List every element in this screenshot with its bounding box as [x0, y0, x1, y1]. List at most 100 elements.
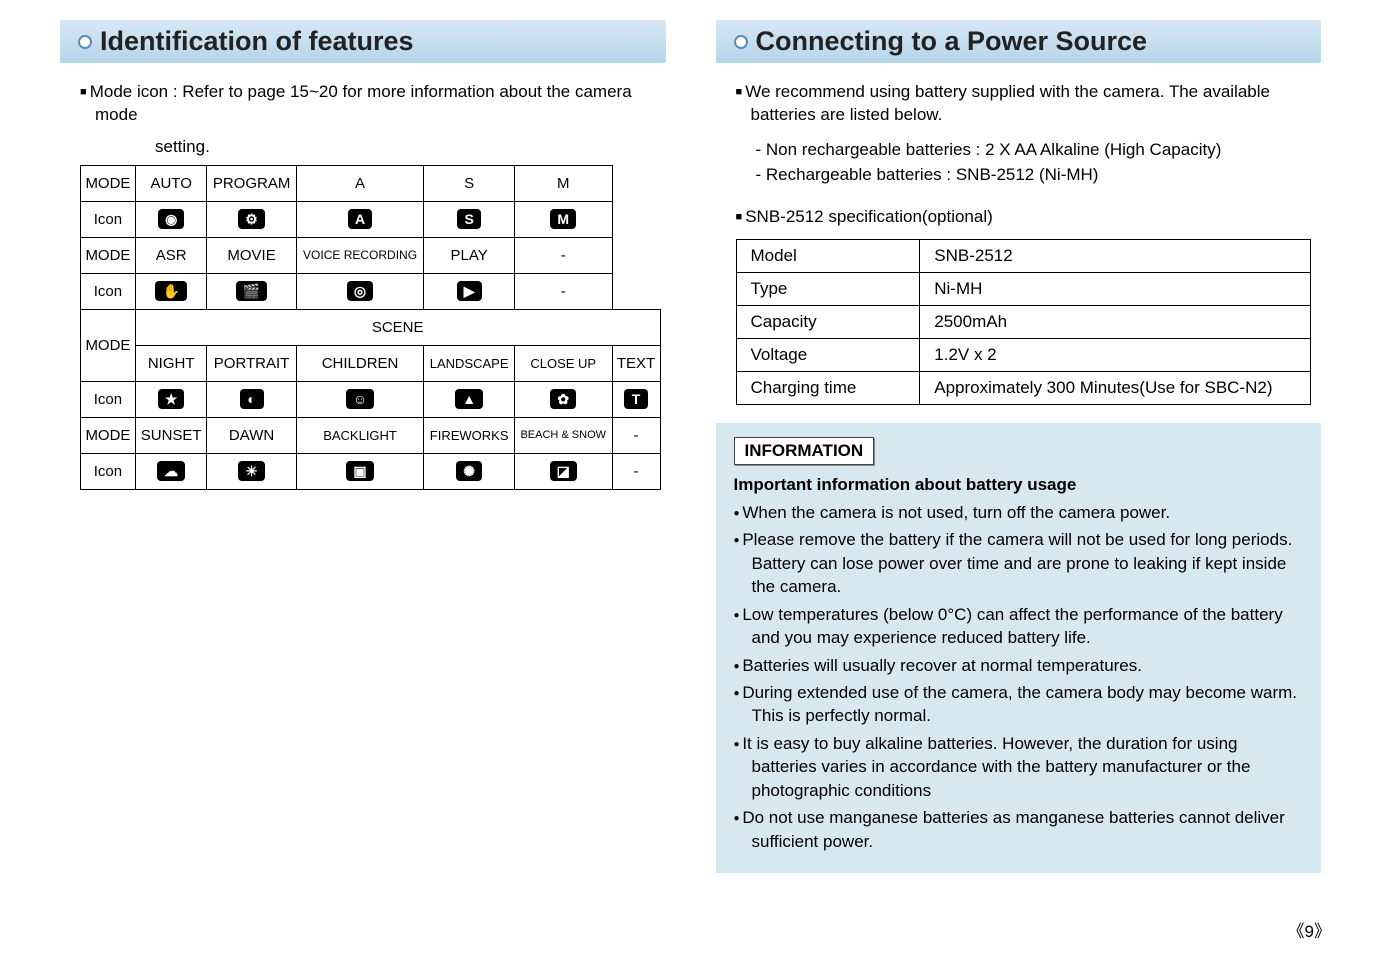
cell-mode-3: MODE	[81, 309, 136, 381]
s-mode-icon: S	[457, 209, 481, 229]
info-item-1: Please remove the battery if the camera …	[734, 528, 1304, 598]
cell-icon-label-4: Icon	[81, 453, 136, 489]
cell-movie: MOVIE	[207, 237, 296, 273]
right-header: Connecting to a Power Source	[716, 20, 1322, 63]
cell-backlight-icon: ▣	[296, 453, 424, 489]
dawn-icon: ☀	[238, 461, 265, 481]
information-box: INFORMATION Important information about …	[716, 423, 1322, 873]
cell-portrait-icon: ◐	[207, 381, 296, 417]
play-icon: ▶	[457, 281, 482, 301]
spec-type-v: Ni-MH	[920, 272, 1310, 305]
m-mode-icon: M	[550, 209, 576, 229]
night-icon: ★	[158, 389, 185, 409]
cell-backlight: BACKLIGHT	[296, 417, 424, 453]
right-column: Connecting to a Power Source We recommen…	[716, 20, 1322, 873]
cell-asr-icon: ✋	[135, 273, 207, 309]
page-root: Identification of features Mode icon : R…	[60, 20, 1321, 873]
cell-portrait: PORTRAIT	[207, 345, 296, 381]
battery-recharge: - Rechargeable batteries : SNB-2512 (Ni-…	[756, 162, 1322, 188]
spec-volt-k: Voltage	[736, 338, 920, 371]
cell-dash-2: -	[514, 273, 612, 309]
spec-model-v: SNB-2512	[920, 239, 1310, 272]
portrait-icon: ◐	[240, 389, 264, 409]
info-subtitle: Important information about battery usag…	[734, 475, 1304, 495]
cell-dash-3: -	[612, 417, 660, 453]
spec-charge-k: Charging time	[736, 371, 920, 404]
landscape-icon: ▲	[455, 389, 483, 409]
spec-charge-v: Approximately 300 Minutes(Use for SBC-N2…	[920, 371, 1310, 404]
sunset-icon: ☁	[157, 461, 185, 481]
closeup-icon: ✿	[550, 389, 576, 409]
spec-heading: SNB-2512 specification(optional)	[736, 206, 1317, 229]
cell-program: PROGRAM	[207, 165, 296, 201]
cell-beach-icon: ◪	[514, 453, 612, 489]
cell-s: S	[424, 165, 515, 201]
info-item-2: Low temperatures (below 0°C) can affect …	[734, 603, 1304, 650]
cell-auto: AUTO	[135, 165, 207, 201]
cell-s-icon: S	[424, 201, 515, 237]
cell-scene-header: SCENE	[135, 309, 660, 345]
mode-intro-line2: setting.	[155, 137, 666, 157]
cell-night-icon: ★	[135, 381, 207, 417]
cell-fireworks-icon: ✺	[424, 453, 515, 489]
cell-movie-icon: 🎬	[207, 273, 296, 309]
mode-table: MODE AUTO PROGRAM A S M Icon ◉ ⚙ A S M M…	[80, 165, 661, 490]
spec-model-k: Model	[736, 239, 920, 272]
cell-dawn: DAWN	[207, 417, 296, 453]
cell-auto-icon: ◉	[135, 201, 207, 237]
cell-closeup-icon: ✿	[514, 381, 612, 417]
cell-text: TEXT	[612, 345, 660, 381]
battery-intro: We recommend using battery supplied with…	[736, 81, 1317, 127]
cell-program-icon: ⚙	[207, 201, 296, 237]
cell-play-icon: ▶	[424, 273, 515, 309]
children-icon: ☺	[346, 389, 374, 409]
mic-icon: ◎	[347, 281, 373, 301]
cell-children-icon: ☺	[296, 381, 424, 417]
cell-icon-label-2: Icon	[81, 273, 136, 309]
cell-landscape-icon: ▲	[424, 381, 515, 417]
info-item-5: It is easy to buy alkaline batteries. Ho…	[734, 732, 1304, 802]
spec-cap-k: Capacity	[736, 305, 920, 338]
spec-table: ModelSNB-2512 TypeNi-MH Capacity2500mAh …	[736, 239, 1311, 405]
cell-voice-icon: ◎	[296, 273, 424, 309]
info-title: INFORMATION	[734, 437, 875, 465]
cell-dash-1: -	[514, 237, 612, 273]
info-item-4: During extended use of the camera, the c…	[734, 681, 1304, 728]
cell-a: A	[296, 165, 424, 201]
spec-cap-v: 2500mAh	[920, 305, 1310, 338]
cell-asr: ASR	[135, 237, 207, 273]
cell-sunset: SUNSET	[135, 417, 207, 453]
camera-icon: ◉	[158, 209, 184, 229]
info-item-6: Do not use manganese batteries as mangan…	[734, 806, 1304, 853]
movie-icon: 🎬	[236, 281, 267, 301]
cell-voice: VOICE RECORDING	[296, 237, 424, 273]
cell-mode-2: MODE	[81, 237, 136, 273]
page-number: 《9》	[1288, 917, 1331, 942]
cell-play: PLAY	[424, 237, 515, 273]
beach-icon: ◪	[550, 461, 577, 481]
cell-closeup: CLOSE UP	[514, 345, 612, 381]
cell-sunset-icon: ☁	[135, 453, 207, 489]
cell-dawn-icon: ☀	[207, 453, 296, 489]
cell-icon-label-3: Icon	[81, 381, 136, 417]
backlight-icon: ▣	[346, 461, 373, 481]
hand-icon: ✋	[155, 281, 186, 301]
cell-text-icon: T	[612, 381, 660, 417]
cell-night: NIGHT	[135, 345, 207, 381]
info-item-3: Batteries will usually recover at normal…	[734, 654, 1304, 677]
cell-icon-label-1: Icon	[81, 201, 136, 237]
cell-m-icon: M	[514, 201, 612, 237]
battery-nonrecharge: - Non rechargeable batteries : 2 X AA Al…	[756, 137, 1322, 163]
text-icon: T	[624, 389, 648, 409]
gear-p-icon: ⚙	[238, 209, 265, 229]
cell-mode-1: MODE	[81, 165, 136, 201]
spec-type-k: Type	[736, 272, 920, 305]
cell-landscape: LANDSCAPE	[424, 345, 515, 381]
cell-mode-4: MODE	[81, 417, 136, 453]
left-column: Identification of features Mode icon : R…	[60, 20, 666, 873]
mode-intro-line1: Mode icon : Refer to page 15~20 for more…	[80, 81, 661, 127]
cell-beach: BEACH & SNOW	[514, 417, 612, 453]
left-header: Identification of features	[60, 20, 666, 63]
cell-dash-4: -	[612, 453, 660, 489]
cell-a-icon: A	[296, 201, 424, 237]
